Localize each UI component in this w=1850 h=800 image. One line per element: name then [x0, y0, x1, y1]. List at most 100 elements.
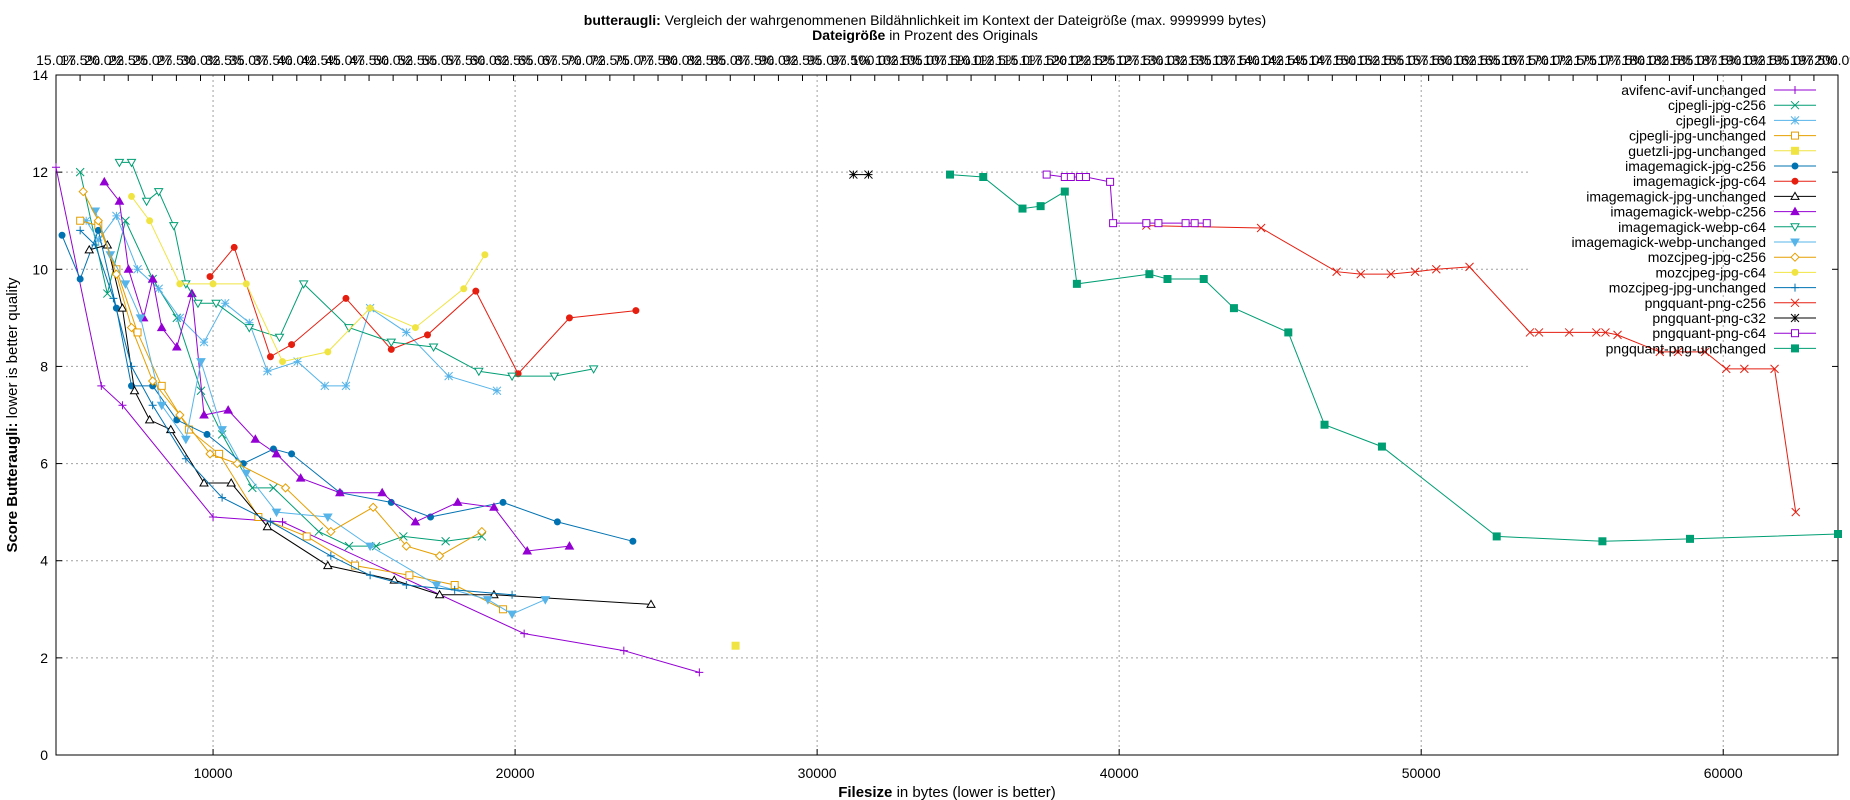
- data-point: [326, 551, 335, 560]
- x2-tick-label: 197.5%: [1790, 52, 1837, 68]
- x2-tick-label: 155.0%: [1381, 52, 1428, 68]
- data-point: [135, 314, 146, 323]
- data-point: [156, 322, 167, 332]
- x2-tick-label: 32.5%: [205, 52, 245, 68]
- x2-tick-label: 140.0%: [1236, 52, 1283, 68]
- data-point: [1790, 116, 1800, 125]
- data-point: [344, 541, 354, 551]
- data-point: [209, 513, 218, 521]
- x2-tick-label: 60.0%: [470, 52, 510, 68]
- data-point: [326, 526, 336, 537]
- data-point: [97, 381, 106, 390]
- plot-frame: [55, 74, 1839, 756]
- data-point: [157, 381, 166, 390]
- x2-tick-label: 150.0%: [1333, 52, 1380, 68]
- series-line: [80, 220, 504, 610]
- data-point: [695, 668, 704, 677]
- data-point: [1700, 347, 1710, 357]
- data-point: [450, 585, 459, 594]
- x-axis-label-bold: Filesize: [838, 784, 892, 800]
- data-point: [271, 448, 282, 458]
- data-point: [731, 641, 740, 650]
- data-point: [1770, 364, 1779, 374]
- data-point: [144, 414, 155, 424]
- data-point: [111, 269, 122, 279]
- data-point: [401, 541, 412, 551]
- legend-label: imagemagick-jpg-unchanged: [1586, 188, 1766, 204]
- legend-label: imagemagick-webp-c64: [1618, 219, 1766, 235]
- x2-tick-label: 100.0%: [851, 52, 898, 68]
- data-point: [1072, 279, 1081, 288]
- data-point: [1377, 442, 1386, 451]
- data-point: [1109, 219, 1118, 228]
- legend-item: mozcjpeg-jpg-unchanged: [1609, 280, 1816, 296]
- data-point: [1181, 219, 1190, 228]
- x2-tick-label: 160.0%: [1429, 52, 1476, 68]
- legend-label: pngquant-png-c32: [1652, 310, 1766, 326]
- legend-label: guetzli-jpg-unchanged: [1628, 143, 1766, 159]
- x2-tick-label: 45.0%: [325, 52, 365, 68]
- y-tick-label: 0: [40, 747, 48, 763]
- data-point: [483, 596, 493, 605]
- x2-tick-label: 137.5%: [1212, 52, 1259, 68]
- legend-item: cjpegli-jpg-c64: [1676, 112, 1816, 128]
- x-axis-label-rest: in bytes (lower is better): [892, 784, 1055, 800]
- data-point: [1791, 146, 1799, 155]
- legend-item: imagemagick-webp-c64: [1618, 219, 1816, 235]
- x2-tick-label: 97.5%: [831, 52, 871, 68]
- x2-tick-label: 177.5%: [1598, 52, 1645, 68]
- data-point: [1791, 86, 1799, 94]
- x2-tick-label: 125.0%: [1092, 52, 1139, 68]
- data-point: [181, 454, 190, 463]
- data-point: [387, 498, 395, 506]
- data-point: [499, 605, 508, 614]
- legend-item: pngquant-png-c32: [1652, 310, 1816, 326]
- x2-tick-label: 55.0%: [421, 52, 461, 68]
- x2-tick-label: 157.5%: [1405, 52, 1452, 68]
- legend-label: avifenc-avif-unchanged: [1621, 82, 1766, 98]
- data-point: [946, 170, 955, 179]
- data-point: [274, 333, 285, 343]
- series-line: [82, 191, 483, 557]
- data-point: [387, 345, 395, 353]
- data-point: [78, 186, 88, 197]
- legend-label: imagemagick-webp-c256: [1610, 204, 1766, 220]
- x2-tick-label: 152.5%: [1357, 52, 1404, 68]
- data-point: [489, 589, 499, 599]
- data-point: [1163, 275, 1172, 283]
- data-point: [211, 299, 221, 309]
- data-point: [266, 517, 275, 526]
- y-tick-label: 10: [32, 261, 48, 277]
- data-point: [129, 385, 140, 395]
- data-point: [271, 508, 282, 518]
- data-point: [1320, 420, 1329, 429]
- data-point: [1790, 252, 1800, 262]
- data-point: [341, 381, 351, 391]
- series-guetzli-jpg-unchanged: [731, 641, 740, 650]
- data-point: [507, 610, 517, 620]
- x2-tick-label: 110.0%: [948, 52, 994, 68]
- series-imagemagick-jpg-c64: [206, 243, 640, 378]
- x2-tick-label: 172.5%: [1549, 52, 1596, 68]
- data-point: [279, 358, 287, 366]
- x2-tick-label: 62.5%: [494, 52, 534, 68]
- data-point: [368, 502, 378, 512]
- series-cjpegli-jpg-unchanged: [76, 216, 508, 614]
- data-point: [232, 458, 242, 469]
- data-point: [632, 307, 640, 315]
- data-point: [266, 353, 274, 361]
- series-line: [209, 246, 636, 375]
- x2-tick-label: 70.0%: [566, 52, 606, 68]
- series-imagemagick-webp-unchanged: [90, 207, 551, 620]
- data-point: [522, 545, 533, 555]
- data-point: [93, 216, 103, 226]
- data-point: [147, 376, 158, 386]
- data-point: [324, 348, 332, 356]
- x2-tick-label: 85.0%: [710, 52, 750, 68]
- x2-tick-label: 165.0%: [1477, 52, 1524, 68]
- data-point: [263, 366, 272, 376]
- data-point: [444, 371, 453, 381]
- chart-title-bold: butteraugli:: [583, 12, 661, 28]
- series-line: [1046, 174, 1207, 224]
- x2-tick-label: 120.0%: [1044, 52, 1091, 68]
